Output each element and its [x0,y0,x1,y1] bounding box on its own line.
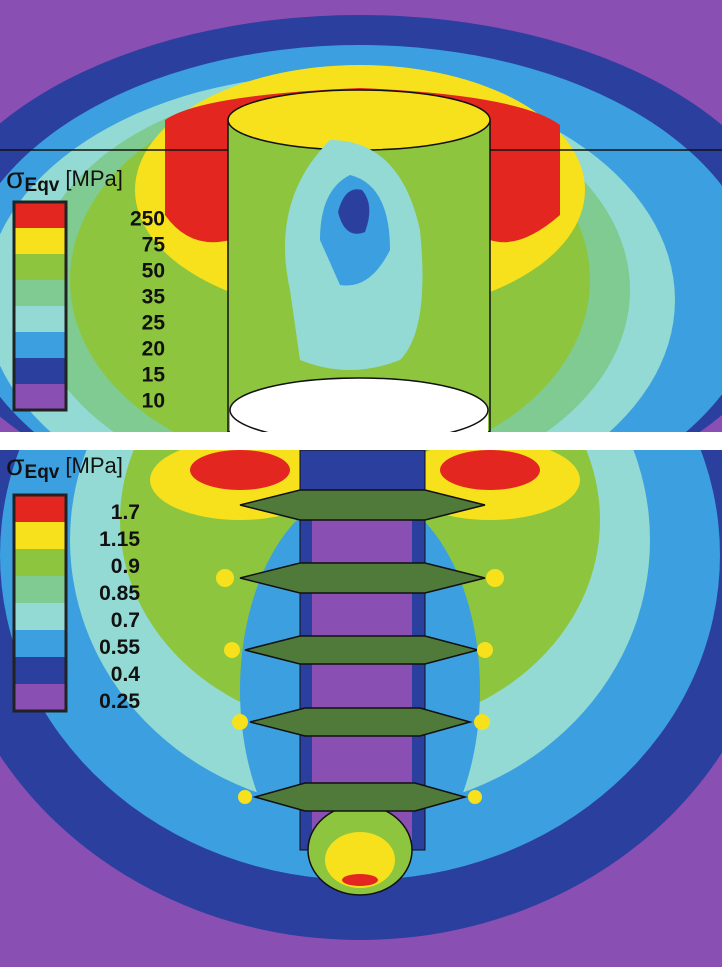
legend-title: σEqv [MPa] [6,449,123,483]
legend-swatch [14,358,66,384]
legend-swatch [14,576,66,603]
legend-swatch [14,202,66,228]
symbol: σ [6,449,25,482]
legend-swatch [14,332,66,358]
legend-label: 25 [142,312,166,335]
legend-frame [12,200,68,412]
unit: [MPa] [65,453,122,478]
legend-label: 20 [142,338,165,361]
legend-label: 0.4 [111,663,141,686]
legend-swatch [14,684,66,711]
subscript: Eqv [25,462,60,483]
symbol: σ [6,162,25,195]
legend-swatch [14,549,66,576]
legend-label: 50 [142,260,165,283]
legend-label: 1.7 [111,501,140,524]
legend-label: 0.55 [99,636,140,659]
legend-label: 75 [142,234,166,257]
legend-label: 35 [142,286,166,309]
legend-frame [12,493,68,713]
legend-swatch [14,630,66,657]
legend-label: 10 [142,390,165,413]
legend-label: 0.25 [99,690,140,713]
legend-swatch [14,254,66,280]
legend-label: 0.7 [111,609,140,632]
legend-label: 1.15 [99,528,140,551]
legend-swatch [14,306,66,332]
legend-label: 0.9 [111,555,140,578]
legend-swatch [14,384,66,410]
legend-swatch [14,280,66,306]
legend-swatch [14,228,66,254]
legend-title: σEqv [MPa] [6,162,123,196]
bottom-contour [0,450,722,967]
legend-swatch [14,495,66,522]
unit: [MPa] [65,166,122,191]
legend-label: 250 [130,208,165,231]
legend-label: 0.85 [99,582,140,605]
legend-label: 15 [142,364,166,387]
legend-swatch [14,603,66,630]
top-contour [0,0,722,432]
legend-swatch [14,657,66,684]
legend-swatch [14,522,66,549]
subscript: Eqv [25,175,60,196]
